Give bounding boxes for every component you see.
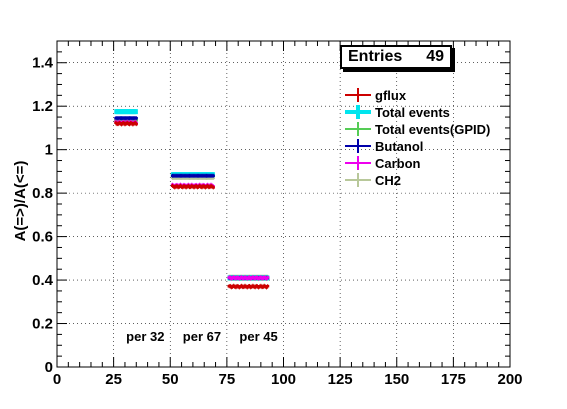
series-segment — [170, 183, 215, 190]
legend-entry: gflux — [345, 88, 407, 103]
x-tick-label: 175 — [441, 371, 466, 388]
stats-box: Entries 49 — [340, 45, 452, 69]
legend-entry: Total events(GPID) — [345, 122, 490, 137]
axes: 0 25 50 75 100 125 150 175 200 0 0.2 0.4 0.6 0.8 1 1.2 1… — [12, 40, 523, 388]
legend-label: Butanol — [375, 139, 423, 154]
y-axis-title: A(=>)/A(<=) — [12, 161, 29, 242]
series-segment — [114, 109, 138, 115]
legend-label: gflux — [375, 88, 407, 103]
y-tick-label: 0.2 — [32, 316, 53, 333]
y-tick-label: 0.8 — [32, 185, 53, 202]
y-tick-label: 1.4 — [32, 55, 54, 72]
x-tick-label: 25 — [105, 371, 122, 388]
x-tick-label: 50 — [162, 371, 179, 388]
legend-label: CH2 — [375, 173, 401, 188]
series-segment — [227, 283, 270, 290]
segment-annotation: per 45 — [239, 329, 277, 344]
grid — [57, 41, 510, 367]
x-tick-label: 100 — [271, 371, 296, 388]
y-tick-label: 0.4 — [32, 272, 54, 289]
series-segment — [170, 175, 215, 180]
x-tick-label: 75 — [219, 371, 236, 388]
legend-label: Total events — [375, 105, 450, 120]
legend-entry: CH2 — [345, 173, 401, 188]
stats-value: 49 — [426, 48, 444, 65]
x-tick-label: 125 — [328, 371, 353, 388]
x-tick-label: 0 — [53, 371, 61, 388]
legend: gflux Total events Total events(GPID) Butan… — [345, 88, 490, 188]
y-tick-label: 1.2 — [32, 98, 53, 115]
y-tick-label: 0 — [45, 359, 53, 376]
series-segment — [114, 120, 138, 127]
series-segment — [170, 173, 215, 178]
x-tick-label: 150 — [384, 371, 409, 388]
series-segment — [227, 275, 270, 281]
segment-annotation: per 67 — [183, 329, 221, 344]
stats-label: Entries — [348, 48, 403, 65]
annotations: per 32 per 67 per 45 — [126, 329, 278, 344]
series-segment — [114, 116, 138, 121]
legend-entry: Butanol — [345, 139, 423, 154]
y-tick-label: 0.6 — [32, 229, 53, 246]
legend-label: Carbon — [375, 156, 421, 171]
legend-entry: Total events — [345, 105, 450, 120]
segment-annotation: per 32 — [126, 329, 164, 344]
legend-entry: Carbon — [345, 156, 421, 171]
legend-label: Total events(GPID) — [375, 122, 490, 137]
x-tick-label: 200 — [497, 371, 522, 388]
plot-data — [114, 109, 270, 290]
y-tick-label: 1 — [45, 142, 53, 159]
